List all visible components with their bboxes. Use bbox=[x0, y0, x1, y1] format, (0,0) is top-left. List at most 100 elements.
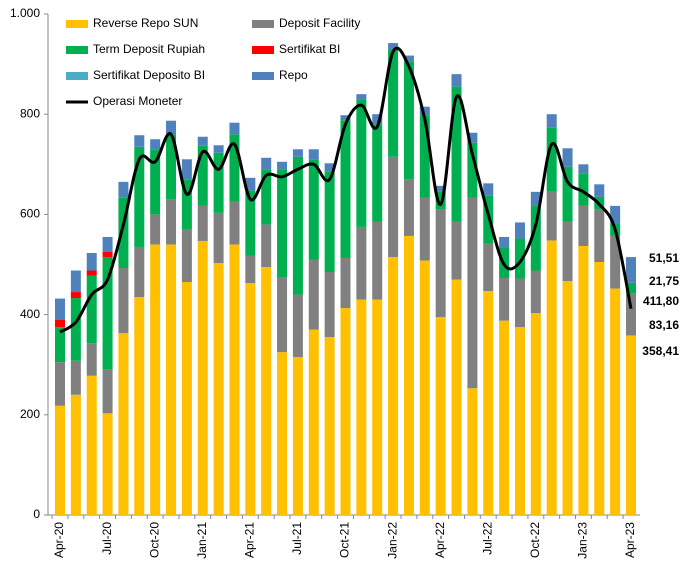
bar-segment bbox=[70, 292, 81, 299]
bar-segment bbox=[514, 238, 525, 279]
bar-segment bbox=[578, 205, 589, 246]
bar-segment bbox=[102, 236, 113, 252]
bar-segment bbox=[150, 214, 161, 245]
x-tick-label: Apr-20 bbox=[52, 522, 66, 558]
bar-segment bbox=[213, 262, 224, 515]
bar-segment bbox=[578, 245, 589, 515]
bar-segment bbox=[451, 221, 462, 280]
bar-segment bbox=[197, 205, 208, 241]
bar-segment bbox=[86, 270, 97, 276]
bar-segment bbox=[261, 169, 272, 225]
bar-segment bbox=[197, 145, 208, 206]
bar-segment bbox=[55, 298, 65, 320]
bar-segment bbox=[292, 357, 303, 515]
bar-segment bbox=[86, 375, 97, 515]
x-tick-label: Jan-23 bbox=[576, 522, 590, 559]
bar-segment bbox=[483, 183, 494, 196]
bar-segment bbox=[229, 134, 240, 202]
bar-segment bbox=[150, 149, 161, 215]
bar-segment bbox=[419, 106, 430, 116]
bar-segment bbox=[451, 279, 462, 515]
bar-segment bbox=[403, 61, 414, 180]
value-label: 51,51 bbox=[649, 251, 679, 265]
x-tick-label: Jul-20 bbox=[100, 522, 114, 555]
bar-segment bbox=[435, 191, 446, 210]
bar-segment bbox=[403, 179, 414, 236]
bar-segment bbox=[451, 86, 462, 222]
bar-segment bbox=[213, 212, 224, 263]
bar-segment bbox=[55, 362, 65, 406]
bar-segment bbox=[181, 282, 192, 515]
bar-segment bbox=[499, 320, 510, 515]
legend-label: Term Deposit Rupiah bbox=[93, 42, 205, 56]
legend-swatch bbox=[66, 72, 88, 80]
bar-segment bbox=[467, 142, 478, 198]
value-label: 411,80 bbox=[643, 294, 679, 308]
legend-label: Reverse Repo SUN bbox=[93, 16, 198, 30]
x-tick-label: Oct-21 bbox=[338, 522, 352, 558]
bar-segment bbox=[292, 156, 303, 295]
x-tick-label: Jul-21 bbox=[290, 522, 304, 555]
bar-segment bbox=[166, 134, 177, 200]
bar-segment bbox=[467, 388, 478, 515]
bar-segment bbox=[118, 197, 129, 269]
bar-segment bbox=[324, 272, 335, 338]
line bbox=[59, 46, 633, 334]
bar-segment bbox=[308, 259, 319, 330]
bar-segment bbox=[499, 278, 510, 321]
y-tick-label: 600 bbox=[20, 207, 40, 221]
bar-segment bbox=[467, 132, 478, 143]
bar-segment bbox=[594, 261, 605, 515]
bar-segment bbox=[245, 283, 256, 515]
legend-swatch bbox=[252, 20, 274, 28]
y-tick-label: 1.000 bbox=[10, 6, 40, 20]
bar-segment bbox=[372, 124, 383, 222]
bar-segment bbox=[134, 246, 145, 298]
value-label: 21,75 bbox=[649, 274, 679, 288]
x-tick-label: Oct-20 bbox=[147, 522, 161, 558]
bar-segment bbox=[340, 120, 351, 258]
bar-segment bbox=[626, 293, 636, 336]
bar-segment bbox=[372, 299, 383, 515]
y-tick-label: 800 bbox=[20, 106, 40, 120]
bar-segment bbox=[292, 149, 303, 157]
x-tick-label: Jan-22 bbox=[385, 522, 399, 559]
bar-segment bbox=[546, 127, 557, 192]
bar-segment bbox=[340, 115, 351, 121]
legend-swatch bbox=[252, 46, 274, 54]
bar-segment bbox=[181, 229, 192, 283]
bar-segment bbox=[594, 184, 605, 197]
bar-segment bbox=[610, 235, 621, 289]
bar-segment bbox=[626, 257, 636, 283]
bar-segment bbox=[308, 159, 319, 260]
bar-segment bbox=[514, 327, 525, 515]
y-tick-label: 400 bbox=[20, 307, 40, 321]
bar-segment bbox=[356, 99, 367, 227]
bar-segment bbox=[530, 205, 541, 271]
bar-segment bbox=[102, 251, 113, 257]
bar-segment bbox=[213, 152, 224, 213]
legend-swatch bbox=[252, 72, 274, 80]
bar-segment bbox=[610, 288, 621, 515]
bar-segment bbox=[102, 369, 113, 414]
bar-segment bbox=[514, 278, 525, 328]
legend-label: Repo bbox=[279, 68, 308, 82]
bar-segment bbox=[118, 333, 129, 515]
bar-segment bbox=[277, 352, 288, 515]
bar-segment bbox=[562, 166, 573, 222]
x-tick-label: Oct-22 bbox=[528, 522, 542, 558]
bar-segment bbox=[499, 236, 510, 248]
bar-segment bbox=[626, 282, 636, 294]
bar-segment bbox=[134, 146, 145, 247]
bar-segment bbox=[546, 191, 557, 241]
y-tick-label: 200 bbox=[20, 407, 40, 421]
bar-segment bbox=[578, 164, 589, 174]
bar-segment bbox=[86, 343, 97, 376]
bar-segment bbox=[419, 197, 430, 261]
bar-segment bbox=[134, 297, 145, 515]
bar-segment bbox=[277, 169, 288, 278]
bar-segment bbox=[308, 329, 319, 515]
bar-segment bbox=[578, 173, 589, 206]
bar-segment bbox=[166, 120, 177, 135]
